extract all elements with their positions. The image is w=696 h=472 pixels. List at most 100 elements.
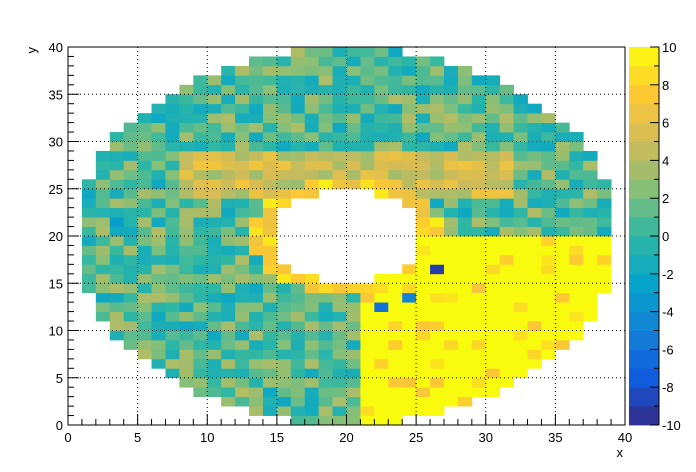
heatmap-cell <box>416 169 431 180</box>
heatmap-cell <box>221 349 236 360</box>
heatmap-cell <box>443 302 459 312</box>
heatmap-cell <box>583 254 598 265</box>
heatmap-cell <box>276 169 292 180</box>
y-tick-label: 5 <box>56 371 63 386</box>
heatmap-cell <box>235 122 250 133</box>
heatmap-cell <box>555 264 570 275</box>
heatmap-cell <box>235 169 250 180</box>
heatmap-cell <box>179 292 194 303</box>
heatmap-cell <box>290 396 306 407</box>
heatmap-cell <box>207 141 222 152</box>
heatmap-cell <box>304 132 320 142</box>
heatmap-cell <box>443 283 459 294</box>
heatmap-cell <box>443 132 459 142</box>
heatmap-cell <box>123 245 139 256</box>
heatmap-cell <box>541 113 556 123</box>
x-tick-label: 15 <box>270 430 284 445</box>
heatmap-cell <box>249 302 264 312</box>
x-tick-label: 25 <box>409 430 423 445</box>
heatmap-cell <box>346 339 361 350</box>
heatmap-cell <box>402 273 417 284</box>
heatmap-cell <box>457 84 473 95</box>
x-tick-label: 5 <box>134 430 141 445</box>
heatmap-cell <box>541 150 556 161</box>
heatmap-cell <box>541 132 556 142</box>
heatmap-cell <box>541 302 556 312</box>
x-tick-label: 10 <box>200 430 214 445</box>
heatmap-cell <box>332 302 347 312</box>
heatmap-cell <box>457 75 473 86</box>
heatmap-cell <box>276 132 292 142</box>
heatmap-cell <box>262 349 278 360</box>
heatmap-cell <box>276 406 292 416</box>
heatmap-cell <box>402 387 417 398</box>
heatmap-cell <box>151 198 166 209</box>
heatmap-cell <box>318 377 333 388</box>
heatmap-cell <box>276 84 292 95</box>
heatmap-cell <box>374 415 389 426</box>
heatmap-cell <box>81 236 97 246</box>
heatmap-cell <box>137 254 152 265</box>
heatmap-cell <box>471 283 487 294</box>
heatmap-cell <box>95 217 111 227</box>
heatmap-cell <box>346 160 361 171</box>
colorbar-band <box>629 349 659 369</box>
heatmap-cell <box>402 311 417 322</box>
heatmap-cell <box>318 103 333 114</box>
heatmap-cell <box>262 396 278 407</box>
heatmap-cell <box>318 160 333 171</box>
heatmap-cell <box>430 226 445 237</box>
heatmap-cell <box>304 169 320 180</box>
heatmap-cell <box>513 160 528 171</box>
heatmap-cell <box>555 217 570 227</box>
heatmap-cell <box>485 132 501 142</box>
heatmap-cell <box>430 339 445 350</box>
heatmap-cell <box>402 160 417 171</box>
heatmap-cell <box>193 179 208 190</box>
heatmap-cell <box>513 236 528 246</box>
heatmap-cell <box>123 283 139 294</box>
heatmap-cell <box>527 169 542 180</box>
colorbar-band <box>629 198 659 218</box>
y-tick-label: 20 <box>49 229 63 244</box>
heatmap-cell <box>249 349 264 360</box>
heatmap-cell <box>262 226 278 237</box>
heatmap-cell <box>346 47 361 57</box>
heatmap-cell <box>221 65 236 76</box>
heatmap-cell <box>276 377 292 388</box>
heatmap-cell <box>207 179 222 190</box>
heatmap-cell <box>193 245 208 256</box>
heatmap-cell <box>485 368 501 379</box>
x-tick-label: 20 <box>339 430 353 445</box>
heatmap-cell <box>193 358 208 369</box>
heatmap-cell <box>207 368 222 379</box>
heatmap-cell <box>123 122 139 133</box>
heatmap-cell <box>499 273 514 284</box>
heatmap-cell <box>109 217 125 227</box>
heatmap-cell <box>95 283 111 294</box>
heatmap-cell <box>430 311 445 322</box>
heatmap-cell <box>318 141 333 152</box>
heatmap-cell <box>346 84 361 95</box>
heatmap-cell <box>137 207 152 218</box>
heatmap-cell <box>443 113 459 123</box>
heatmap-cell <box>207 113 222 123</box>
heatmap-cell <box>332 283 347 294</box>
heatmap-cell <box>527 311 542 322</box>
heatmap-cell <box>304 160 320 171</box>
heatmap-cell <box>430 198 445 209</box>
heatmap-cell <box>513 349 528 360</box>
heatmap-cell <box>151 349 166 360</box>
heatmap-cell <box>123 292 139 303</box>
heatmap-cell <box>388 169 403 180</box>
heatmap-cell <box>555 292 570 303</box>
heatmap-cell <box>346 94 361 105</box>
heatmap-cell <box>360 396 375 407</box>
heatmap-cell <box>249 396 264 407</box>
heatmap-cell <box>374 396 389 407</box>
heatmap-cell <box>555 160 570 171</box>
heatmap-cell <box>388 321 403 331</box>
heatmap-cell <box>471 311 487 322</box>
heatmap-cell <box>388 160 403 171</box>
heatmap-cell <box>346 75 361 86</box>
